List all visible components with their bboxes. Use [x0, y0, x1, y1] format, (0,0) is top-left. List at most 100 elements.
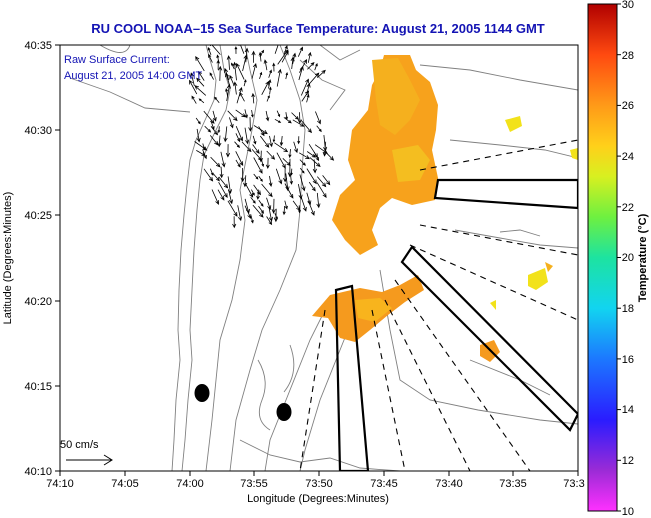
current-vector-arrow — [306, 151, 316, 158]
current-vector-arrow — [324, 150, 335, 161]
colorbar-tick-label: 14 — [622, 404, 634, 416]
y-tick-label: 40:20 — [24, 296, 52, 308]
current-vector-arrow — [248, 117, 253, 132]
current-vector-arrow — [223, 126, 228, 143]
current-vector-arrow — [322, 141, 327, 157]
current-vector-arrow — [256, 189, 260, 200]
current-vector-arrow — [259, 71, 263, 80]
current-vector-arrow — [298, 205, 301, 214]
current-vector-arrow — [298, 184, 303, 200]
current-vector-arrow — [253, 173, 259, 180]
x-tick-label: 73:55 — [240, 478, 268, 490]
current-vector-arrow — [265, 110, 270, 122]
annotation-line-2: August 21, 2005 14:00 GMT — [64, 70, 202, 82]
current-vector-arrow — [253, 157, 263, 174]
current-vector-arrow — [288, 149, 292, 159]
current-vector-arrow — [315, 111, 321, 125]
current-vector-arrow — [258, 199, 264, 207]
x-tick-label: 73:3 — [563, 478, 584, 490]
colorbar-tick-label: 10 — [622, 506, 634, 518]
current-vector-arrow — [243, 79, 247, 87]
current-vector-arrow — [250, 110, 254, 118]
colorbar — [587, 3, 618, 512]
transect-boxes — [334, 178, 578, 471]
current-vector-arrow — [297, 46, 303, 57]
current-vector-arrow — [268, 69, 272, 78]
current-vector-arrow — [272, 135, 276, 143]
current-vector-arrow — [275, 168, 283, 185]
current-vector-arrow — [211, 189, 219, 205]
current-vector-arrow — [259, 150, 264, 163]
current-vector-arrow — [220, 151, 226, 168]
current-vector-arrow — [198, 70, 205, 81]
x-tick-label: 73:50 — [305, 478, 333, 490]
current-vector-arrow — [212, 110, 217, 122]
current-vector-arrow — [202, 143, 206, 151]
current-vector-arrow — [250, 196, 256, 204]
current-vector-arrow — [308, 181, 316, 192]
y-axis-label: Latitude (Degrees:Minutes) — [2, 192, 14, 325]
survey-dashed-lines — [299, 139, 578, 471]
current-vector-arrow — [291, 112, 300, 120]
current-vector-arrow — [306, 94, 310, 103]
y-tick-label: 40:15 — [24, 381, 52, 393]
chart-title: RU COOL NOAA–15 Sea Surface Temperature:… — [91, 21, 545, 36]
current-vector-arrow — [212, 172, 220, 182]
current-vector-arrow — [307, 62, 315, 70]
current-vector-arrow — [316, 182, 327, 198]
current-vector-arrow — [231, 62, 235, 70]
current-vector-arrow — [261, 80, 270, 95]
current-vector-arrow — [271, 198, 276, 214]
current-vector-arrow — [300, 119, 312, 134]
current-vector-arrow — [284, 200, 288, 210]
current-vector-arrow — [235, 159, 241, 168]
current-vector-arrow — [238, 45, 245, 54]
current-vector-arrow — [316, 125, 322, 133]
current-vector-arrow — [313, 151, 320, 162]
y-tick-label: 40:25 — [24, 210, 52, 222]
current-vector-arrow — [258, 51, 263, 62]
current-vector-arrow — [285, 71, 289, 80]
current-vector-arrow — [266, 197, 272, 211]
current-vector-arrow — [241, 141, 252, 153]
plot-content — [66, 45, 578, 471]
current-vector-arrow — [196, 77, 205, 87]
current-vector-arrow — [202, 149, 207, 160]
current-vector-arrow — [301, 90, 310, 102]
scale-label: 50 cm/s — [60, 439, 99, 451]
current-vector-arrow — [195, 117, 201, 125]
current-vector-arrow — [317, 69, 326, 78]
colorbar-tick-label: 12 — [622, 455, 634, 467]
current-vector-arrow — [299, 159, 306, 166]
current-vector-arrow — [312, 159, 317, 174]
sst-patches — [312, 55, 578, 362]
current-vector-arrow — [229, 117, 234, 129]
current-vector-arrow — [236, 86, 243, 104]
current-vector-arrow — [307, 200, 315, 216]
current-vector-arrow — [261, 159, 265, 168]
current-vector-arrow — [285, 112, 288, 121]
current-vector-arrow — [289, 175, 293, 185]
current-vector-arrow — [217, 135, 222, 148]
current-vector-arrow — [268, 175, 273, 188]
current-vector-arrow — [250, 215, 254, 224]
tick-marks — [55, 44, 579, 476]
current-vector-arrow — [298, 65, 304, 81]
current-vector-arrow — [210, 156, 221, 168]
current-vector-arrow — [252, 135, 257, 145]
colorbar-label: Temperature (°C) — [637, 213, 649, 302]
current-vector-arrow — [292, 119, 305, 127]
current-vector-arrow — [235, 109, 247, 118]
current-vector-arrow — [210, 125, 219, 136]
current-vector-arrow — [300, 196, 307, 212]
current-vector-arrow — [195, 56, 205, 72]
current-vector-arrow — [227, 200, 238, 217]
current-vector-arrow — [258, 126, 265, 137]
colorbar-tick-label: 20 — [622, 252, 634, 264]
current-vector-arrow — [214, 96, 220, 103]
bathymetry-contours — [69, 45, 578, 471]
current-vector-arrow — [217, 189, 225, 201]
current-vector-arrow — [298, 152, 310, 160]
current-vector-arrow — [283, 45, 288, 55]
